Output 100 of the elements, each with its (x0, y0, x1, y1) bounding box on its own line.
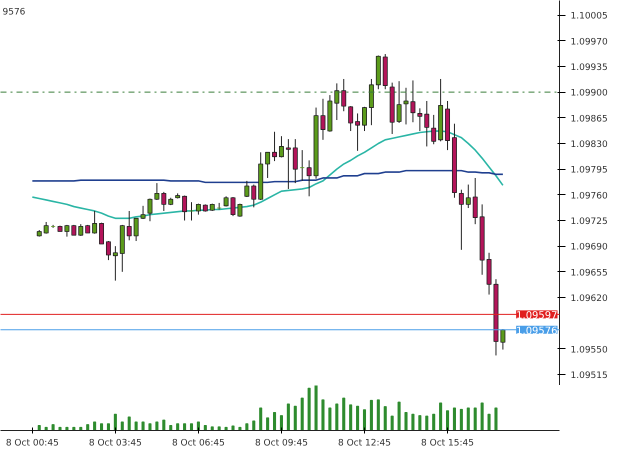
bar (439, 402, 442, 430)
bar (362, 409, 366, 430)
candlestick (410, 80, 416, 123)
bar (204, 425, 207, 430)
candlestick (251, 184, 256, 208)
candlestick (424, 100, 430, 147)
bar (93, 421, 96, 430)
bar (480, 402, 484, 430)
candlestick (334, 82, 340, 121)
candlestick (182, 195, 188, 221)
candlestick (224, 196, 229, 208)
bar (294, 406, 297, 430)
bar (474, 408, 477, 430)
bar (411, 414, 414, 430)
bar (356, 406, 360, 430)
candlestick (112, 246, 118, 282)
bar (252, 420, 256, 430)
bar (38, 425, 41, 430)
candlestick (404, 87, 408, 125)
candlestick (272, 131, 278, 162)
bar (52, 424, 55, 430)
y-tick-label: 1.09515 (570, 371, 608, 381)
bar (148, 423, 152, 430)
bar (418, 415, 422, 430)
bar (376, 399, 380, 430)
candlestick (292, 138, 298, 184)
candlestick (368, 78, 374, 126)
bar (183, 423, 186, 430)
bar (335, 403, 338, 430)
candlestick (265, 152, 270, 178)
bar (308, 388, 311, 430)
bar (390, 416, 394, 430)
candlestick (106, 240, 111, 261)
bar (162, 420, 166, 430)
bar (100, 423, 104, 430)
bar (259, 408, 262, 430)
bar (446, 410, 450, 430)
y-tick-label: 1.09900 (570, 88, 608, 99)
bar (300, 398, 304, 430)
bar (314, 386, 318, 430)
candlestick (140, 205, 146, 220)
y-tick-label: 1.09760 (570, 191, 608, 202)
candlestick (161, 191, 166, 212)
candlestick (147, 198, 152, 222)
bar (134, 421, 138, 430)
bar (286, 403, 290, 430)
candlestick (348, 106, 354, 132)
y-tick-label: 1.09550 (570, 345, 608, 356)
x-tick-label: 8 Oct 03:45 (88, 438, 142, 448)
candlestick (230, 196, 236, 217)
bar (466, 408, 470, 430)
y-tick-label: 1.09725 (570, 217, 608, 227)
bar (128, 416, 131, 430)
y-tick-label: 1.10005 (570, 12, 608, 22)
candlestick (99, 222, 104, 244)
x-tick-label: 8 Oct 12:45 (338, 438, 391, 448)
candlestick (196, 203, 201, 216)
bar (460, 408, 463, 430)
bar (398, 402, 401, 430)
bar (342, 398, 346, 430)
candlestick (362, 106, 367, 132)
candlestick (355, 112, 360, 152)
bar (231, 426, 235, 430)
bar (370, 400, 373, 430)
bar (425, 416, 428, 430)
candlestick (134, 218, 139, 242)
candlestick (500, 328, 506, 350)
bar (280, 415, 283, 430)
ref-line-label: 1.09576 (516, 326, 558, 337)
bar (404, 412, 408, 430)
candlestick (154, 182, 160, 200)
candlestick (237, 203, 242, 218)
x-tick-label: 8 Oct 00:45 (6, 438, 59, 448)
bar (190, 423, 194, 430)
candlestick (244, 180, 250, 198)
bar (272, 412, 276, 430)
candlestick (458, 189, 464, 250)
bar (349, 404, 352, 430)
bar (488, 414, 491, 430)
ref-line-label: 1.09597 (516, 310, 558, 322)
y-tick-label: 1.09655 (570, 268, 608, 278)
candlestick (278, 136, 284, 158)
y-tick-label: 1.09795 (570, 166, 608, 176)
text: 9576 (2, 8, 26, 18)
bar (432, 414, 436, 430)
bar (120, 421, 124, 430)
x-tick-label: 8 Oct 06:45 (172, 438, 225, 448)
candlestick (431, 114, 436, 145)
candlestick (396, 80, 402, 124)
bar (176, 423, 180, 430)
bar (86, 424, 90, 430)
y-tick-label: 1.09970 (570, 37, 608, 48)
bar (114, 414, 117, 430)
bar (210, 426, 214, 430)
bar (169, 425, 172, 430)
candlestick (306, 160, 312, 197)
bar (384, 406, 387, 430)
y-tick-label: 1.09620 (570, 294, 608, 304)
bar (245, 423, 248, 430)
candlestick (417, 108, 422, 132)
